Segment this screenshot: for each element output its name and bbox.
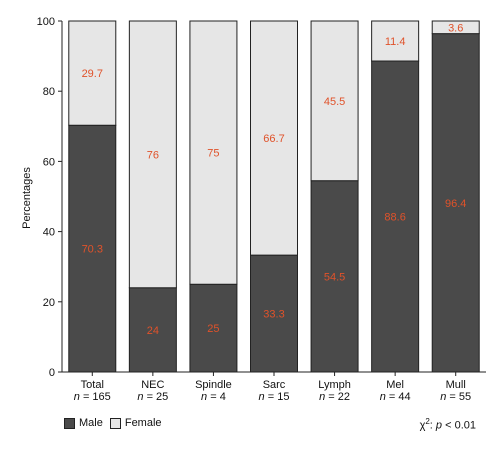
bar-male: [128, 287, 177, 373]
data-label-female: 3.6: [448, 22, 463, 34]
x-tick-label: Sarc: [263, 379, 286, 391]
x-tick-n-label: n = 25: [137, 391, 168, 403]
data-label-male: 25: [207, 323, 219, 335]
x-tick-n-label: n = 22: [319, 391, 350, 403]
bar-female: [310, 20, 359, 182]
data-label-female: 45.5: [324, 96, 345, 108]
data-label-female: 76: [147, 149, 159, 161]
y-tick-label: 100: [37, 16, 55, 28]
legend-swatch-female: [109, 417, 121, 429]
x-tick-label: NEC: [141, 379, 164, 391]
x-tick-n-label: n = 4: [201, 391, 226, 403]
legend-item-female: Female: [109, 417, 162, 429]
data-label-female: 75: [207, 148, 219, 160]
bar-female: [189, 20, 238, 285]
chi-symbol: χ: [419, 419, 426, 432]
bar-female: [371, 20, 420, 62]
bar-female: [68, 20, 117, 126]
y-tick-label: 80: [43, 86, 55, 98]
y-tick-label: 0: [49, 367, 55, 379]
legend-swatch-male: [64, 417, 75, 429]
bars: 70.3 29.7 24 76 25 75 33.3 66.7 54.5 45.5 88.6 11.4…: [68, 20, 480, 373]
y-tick-label: 40: [43, 227, 55, 239]
y-tick-label: 20: [43, 297, 55, 309]
data-label-male: 33.3: [263, 309, 284, 321]
data-label-female: 29.7: [82, 68, 103, 80]
x-tick-label: Mull: [446, 379, 466, 391]
bar-male: [250, 254, 298, 373]
x-tick-label: Total: [81, 379, 104, 391]
p-value-text: < 0.01: [442, 419, 476, 432]
chi-square-annotation: χ2: p < 0.01: [420, 417, 476, 432]
bar-female: [128, 20, 177, 289]
legend-label-female: Female: [124, 417, 162, 429]
bar-male: [431, 33, 480, 373]
bar-female: [250, 20, 298, 256]
bar-male: [189, 283, 238, 373]
data-label-male: 70.3: [82, 244, 103, 256]
x-tick-n-label: n = 55: [440, 391, 471, 403]
y-axis: 0 20 40 60 80 100: [37, 16, 63, 379]
y-tick-label: 60: [43, 156, 55, 168]
p-symbol: p: [435, 419, 443, 432]
data-label-female: 66.7: [263, 133, 284, 145]
data-label-male: 96.4: [445, 198, 466, 210]
x-tick-n-label: n = 44: [380, 391, 411, 403]
bar-male: [371, 60, 420, 373]
legend: Male Female: [64, 417, 169, 429]
y-axis-label: Percentages: [21, 167, 33, 229]
data-label-male: 88.6: [384, 212, 405, 224]
x-tick-label: Spindle: [195, 379, 232, 391]
data-label-female: 11.4: [385, 36, 406, 48]
x-tick-label: Lymph: [318, 379, 351, 391]
legend-label-male: Male: [79, 417, 103, 429]
x-tick-label: Mel: [386, 379, 404, 391]
x-tick-n-label: n = 15: [259, 391, 290, 403]
chi-superscript: 2: [425, 417, 430, 426]
legend-item-male: Male: [64, 417, 103, 429]
x-tick-n-label: n = 165: [74, 391, 111, 403]
data-label-male: 54.5: [324, 271, 345, 283]
annotation-separator: :: [429, 419, 436, 432]
bar-female: [431, 20, 480, 35]
data-label-male: 24: [147, 325, 159, 337]
